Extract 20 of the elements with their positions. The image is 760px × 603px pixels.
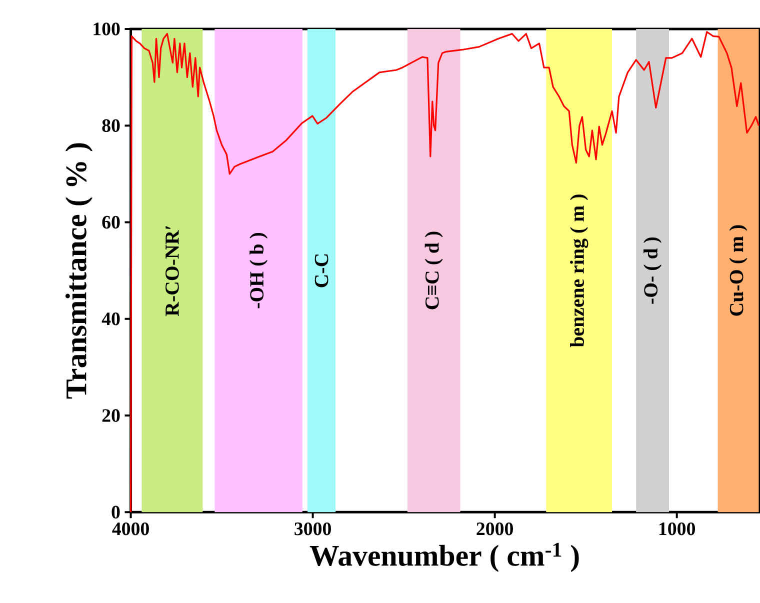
x-axis-title: Wavenumber ( cm$^{-1}$ ) xyxy=(310,542,579,572)
y-axis-title: Transmittance ( % ) xyxy=(65,143,92,399)
line-series xyxy=(130,31,760,513)
y-tick-label: 80 xyxy=(102,119,120,132)
x-tick-label: 4000 xyxy=(112,522,149,536)
x-tick-label: 1000 xyxy=(659,522,696,536)
band-label: -O- ( d ) xyxy=(644,237,662,304)
y-tick-label: 0 xyxy=(112,506,120,519)
band-label: Cu-O ( m ) xyxy=(729,225,748,316)
x-tick-label: 3000 xyxy=(294,522,331,536)
y-tick-label: 60 xyxy=(102,216,120,229)
y-tick-label: 100 xyxy=(94,22,120,36)
x-tick-label: 2000 xyxy=(476,522,513,536)
band-label: benzene ring ( m ) xyxy=(570,194,588,348)
band-label: C-C xyxy=(314,254,328,288)
band-label: R-CO-NR′ xyxy=(166,226,179,316)
y-tick-label: 40 xyxy=(102,312,120,326)
band-label: C≡C ( d ) xyxy=(424,232,443,310)
band-label: -OH ( b ) xyxy=(250,233,268,308)
y-tick-label: 20 xyxy=(102,409,120,422)
